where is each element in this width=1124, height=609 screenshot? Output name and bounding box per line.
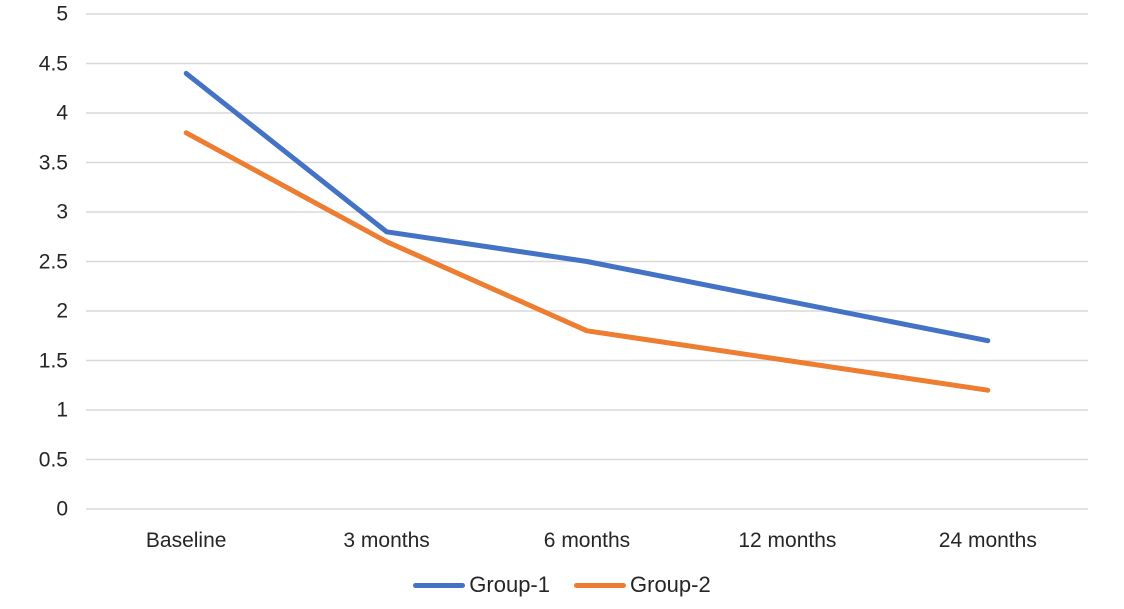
- x-axis-label-3-months: 3 months: [343, 529, 430, 552]
- series-line-group-1: [183, 70, 991, 344]
- legend-item-group-2: Group-2: [574, 574, 711, 596]
- y-tick-label: 1: [56, 398, 68, 422]
- legend: Group-1 Group-2: [0, 574, 1124, 596]
- y-tick-label: 3: [56, 200, 68, 224]
- x-axis-label-24-months: 24 months: [938, 529, 1037, 552]
- y-tick-label: 0: [56, 497, 68, 521]
- y-tick-label: 0.5: [38, 448, 68, 471]
- legend-item-group-1: Group-1: [413, 574, 550, 596]
- y-tick-label: 2: [56, 299, 68, 323]
- y-tick-label: 4.5: [38, 52, 68, 75]
- series-line-group-2: [183, 130, 991, 393]
- y-tick-label: 5: [56, 2, 68, 26]
- x-axis-label-baseline: Baseline: [145, 529, 227, 552]
- y-tick-label: 1.5: [38, 349, 68, 372]
- legend-label-group-1: Group-1: [469, 572, 550, 597]
- x-axis-label-6-months: 6 months: [543, 529, 631, 552]
- y-tick-label: 4: [56, 101, 68, 125]
- legend-label-group-2: Group-2: [630, 572, 711, 597]
- y-tick-label: 3.5: [38, 151, 68, 174]
- x-axis-label-12-months: 12 months: [738, 529, 837, 552]
- legend-line-marker-group-1: [413, 582, 466, 588]
- y-tick-label: 2.5: [38, 250, 68, 273]
- legend-line-marker-group-2: [574, 582, 626, 588]
